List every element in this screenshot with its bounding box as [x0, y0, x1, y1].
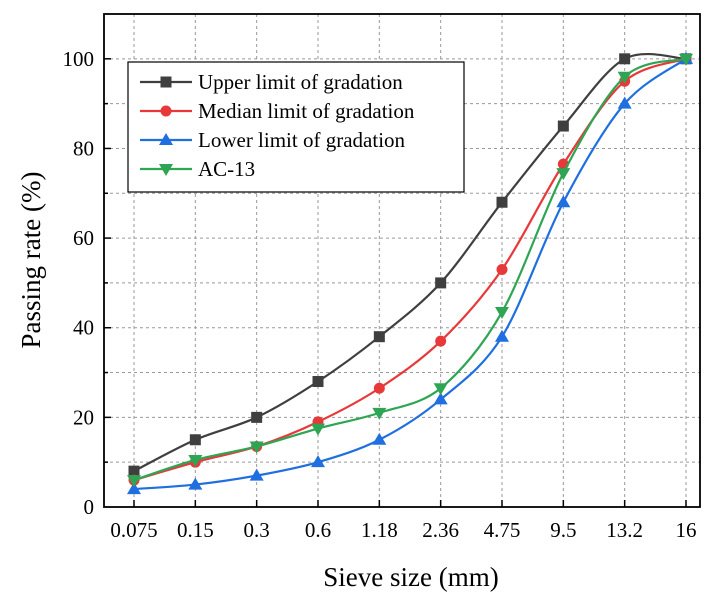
data-point — [495, 329, 509, 342]
legend-swatch-marker — [160, 105, 172, 117]
x-tick-label: 4.75 — [484, 518, 521, 542]
x-tick-label: 16 — [676, 518, 697, 542]
x-tick-label: 13.2 — [606, 518, 643, 542]
legend-box — [127, 61, 465, 193]
data-point — [617, 96, 632, 109]
legend-label: AC-13 — [198, 157, 255, 181]
data-point — [619, 53, 631, 65]
data-point — [312, 376, 324, 388]
data-point — [556, 195, 571, 208]
data-point — [372, 407, 387, 420]
data-point — [311, 423, 325, 436]
data-point — [188, 477, 203, 490]
x-tick-label: 1.18 — [361, 518, 398, 542]
y-tick-label: 20 — [73, 405, 94, 429]
axes: 0.075 0.15 0.3 0.6 1.18 2.36 4.75 9.5 13.2 16 0 20 4… — [63, 47, 697, 542]
series — [127, 53, 693, 488]
data-point — [435, 277, 447, 289]
data-point — [373, 382, 385, 394]
data-point — [556, 168, 571, 181]
data-point — [128, 465, 140, 477]
data-point — [435, 335, 447, 347]
data-point — [249, 441, 264, 454]
legend-item: Lower limit of gradation — [140, 128, 406, 152]
legend-swatch-marker — [159, 133, 173, 145]
data-point — [188, 454, 203, 467]
data-point — [495, 307, 509, 320]
data-point — [311, 455, 325, 468]
data-point — [679, 53, 693, 66]
y-tick-label: 0 — [84, 495, 95, 519]
x-tick-label: 9.5 — [550, 518, 576, 542]
legend: Upper limit of gradation Median limit of … — [127, 61, 465, 193]
legend-item: Upper limit of gradation — [140, 70, 403, 94]
series-line — [133, 52, 687, 473]
legend-label: Upper limit of gradation — [198, 70, 403, 94]
y-axis-label: Passing rate (%) — [16, 172, 46, 349]
legend-label: Lower limit of gradation — [198, 128, 406, 152]
data-point — [433, 392, 448, 405]
data-point — [249, 468, 264, 481]
legend-item: Median limit of gradation — [140, 99, 415, 123]
data-point — [496, 196, 508, 208]
data-point — [433, 383, 448, 396]
x-axis-label: Sieve size (mm) — [323, 562, 498, 592]
data-point — [372, 432, 387, 445]
y-tick-label: 100 — [63, 47, 95, 71]
x-tick-label: 0.3 — [244, 518, 270, 542]
data-point — [496, 263, 508, 275]
data-point — [189, 434, 201, 446]
legend-swatch-marker — [160, 76, 172, 88]
data-point — [617, 71, 632, 84]
y-tick-label: 40 — [73, 316, 94, 340]
x-tick-label: 2.36 — [422, 518, 459, 542]
data-point — [557, 120, 569, 132]
y-tick-label: 60 — [73, 226, 94, 250]
series-layer — [127, 51, 693, 495]
legend-item: AC-13 — [140, 157, 255, 181]
x-tick-label: 0.6 — [305, 518, 331, 542]
x-tick-label: 0.075 — [110, 518, 157, 542]
legend-label: Median limit of gradation — [198, 99, 415, 123]
data-point — [251, 411, 263, 423]
data-point — [373, 331, 385, 343]
data-point — [127, 475, 141, 488]
x-tick-label: 0.15 — [177, 518, 214, 542]
y-tick-label: 80 — [73, 136, 94, 160]
data-point — [127, 482, 141, 495]
legend-swatch-marker — [159, 164, 173, 176]
plot-frame — [103, 13, 701, 508]
